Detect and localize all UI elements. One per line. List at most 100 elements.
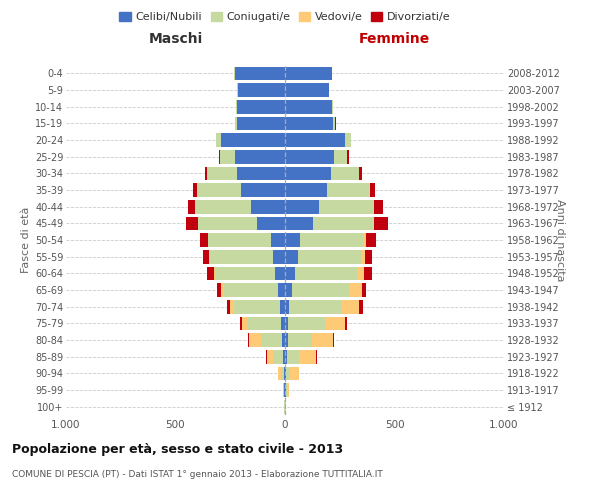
Bar bbox=[332, 333, 334, 347]
Bar bbox=[285, 233, 301, 247]
Bar bbox=[281, 316, 285, 330]
Bar bbox=[347, 150, 349, 164]
Bar bbox=[362, 283, 366, 297]
Bar bbox=[345, 133, 351, 147]
Bar bbox=[359, 300, 363, 314]
Bar bbox=[257, 216, 285, 230]
Text: Popolazione per età, sesso e stato civile - 2013: Popolazione per età, sesso e stato civil… bbox=[12, 442, 343, 456]
Bar bbox=[350, 283, 362, 297]
Bar bbox=[363, 233, 366, 247]
Bar bbox=[273, 250, 285, 264]
Bar bbox=[370, 183, 375, 197]
Bar bbox=[209, 250, 273, 264]
Bar bbox=[287, 333, 312, 347]
Bar bbox=[332, 100, 333, 114]
Text: COMUNE DI PESCIA (PT) - Dati ISTAT 1° gennaio 2013 - Elaborazione TUTTITALIA.IT: COMUNE DI PESCIA (PT) - Dati ISTAT 1° ge… bbox=[12, 470, 383, 479]
Bar bbox=[357, 266, 364, 280]
Bar bbox=[312, 333, 332, 347]
Bar bbox=[299, 350, 316, 364]
Bar bbox=[295, 266, 357, 280]
Bar bbox=[214, 266, 215, 280]
Bar bbox=[221, 133, 285, 147]
Y-axis label: Anni di nascita: Anni di nascita bbox=[555, 198, 565, 281]
Bar bbox=[281, 366, 284, 380]
Bar bbox=[289, 300, 342, 314]
Bar bbox=[271, 233, 285, 247]
Bar bbox=[205, 166, 207, 180]
Bar bbox=[285, 350, 287, 364]
Bar bbox=[333, 116, 335, 130]
Bar bbox=[285, 250, 298, 264]
Bar bbox=[221, 283, 224, 297]
Bar bbox=[285, 383, 286, 397]
Bar bbox=[288, 316, 326, 330]
Bar bbox=[284, 366, 285, 380]
Bar bbox=[285, 100, 332, 114]
Bar bbox=[235, 66, 285, 80]
Bar bbox=[208, 233, 271, 247]
Text: Maschi: Maschi bbox=[148, 32, 203, 46]
Bar bbox=[292, 283, 350, 297]
Bar bbox=[267, 350, 274, 364]
Bar bbox=[235, 116, 237, 130]
Bar bbox=[287, 350, 299, 364]
Bar bbox=[241, 183, 285, 197]
Bar bbox=[237, 100, 285, 114]
Bar bbox=[186, 216, 198, 230]
Bar bbox=[216, 133, 221, 147]
Bar bbox=[285, 166, 331, 180]
Bar bbox=[197, 183, 241, 197]
Bar bbox=[285, 200, 319, 213]
Bar bbox=[285, 283, 292, 297]
Bar bbox=[364, 266, 371, 280]
Bar bbox=[331, 166, 359, 180]
Bar bbox=[287, 383, 289, 397]
Bar bbox=[280, 300, 285, 314]
Bar bbox=[238, 83, 285, 97]
Bar bbox=[195, 200, 251, 213]
Bar bbox=[326, 183, 370, 197]
Y-axis label: Fasce di età: Fasce di età bbox=[20, 207, 31, 273]
Bar bbox=[345, 316, 347, 330]
Bar bbox=[207, 266, 214, 280]
Bar bbox=[251, 200, 285, 213]
Bar bbox=[286, 366, 290, 380]
Bar bbox=[247, 316, 281, 330]
Legend: Celibi/Nubili, Coniugati/e, Vedovi/e, Divorziati/e: Celibi/Nubili, Coniugati/e, Vedovi/e, Di… bbox=[115, 8, 455, 27]
Bar bbox=[199, 216, 257, 230]
Bar bbox=[278, 283, 285, 297]
Bar bbox=[366, 233, 376, 247]
Bar bbox=[283, 350, 285, 364]
Bar bbox=[283, 383, 284, 397]
Bar bbox=[361, 250, 365, 264]
Bar bbox=[220, 150, 235, 164]
Bar bbox=[373, 216, 374, 230]
Bar bbox=[319, 200, 374, 213]
Bar bbox=[285, 66, 332, 80]
Bar bbox=[248, 333, 249, 347]
Bar bbox=[249, 333, 261, 347]
Bar bbox=[242, 316, 247, 330]
Bar bbox=[285, 183, 326, 197]
Bar bbox=[207, 166, 237, 180]
Text: Femmine: Femmine bbox=[359, 32, 430, 46]
Bar bbox=[290, 366, 299, 380]
Bar bbox=[261, 333, 282, 347]
Bar bbox=[285, 333, 287, 347]
Bar bbox=[200, 233, 208, 247]
Bar bbox=[285, 133, 345, 147]
Bar bbox=[240, 316, 242, 330]
Bar bbox=[237, 166, 285, 180]
Bar bbox=[374, 200, 383, 213]
Bar bbox=[236, 100, 237, 114]
Bar bbox=[374, 216, 388, 230]
Bar bbox=[217, 283, 221, 297]
Bar bbox=[215, 266, 275, 280]
Bar bbox=[284, 383, 285, 397]
Bar bbox=[233, 300, 280, 314]
Bar bbox=[334, 150, 347, 164]
Bar bbox=[285, 150, 334, 164]
Bar bbox=[285, 266, 295, 280]
Bar bbox=[285, 83, 329, 97]
Bar bbox=[282, 333, 285, 347]
